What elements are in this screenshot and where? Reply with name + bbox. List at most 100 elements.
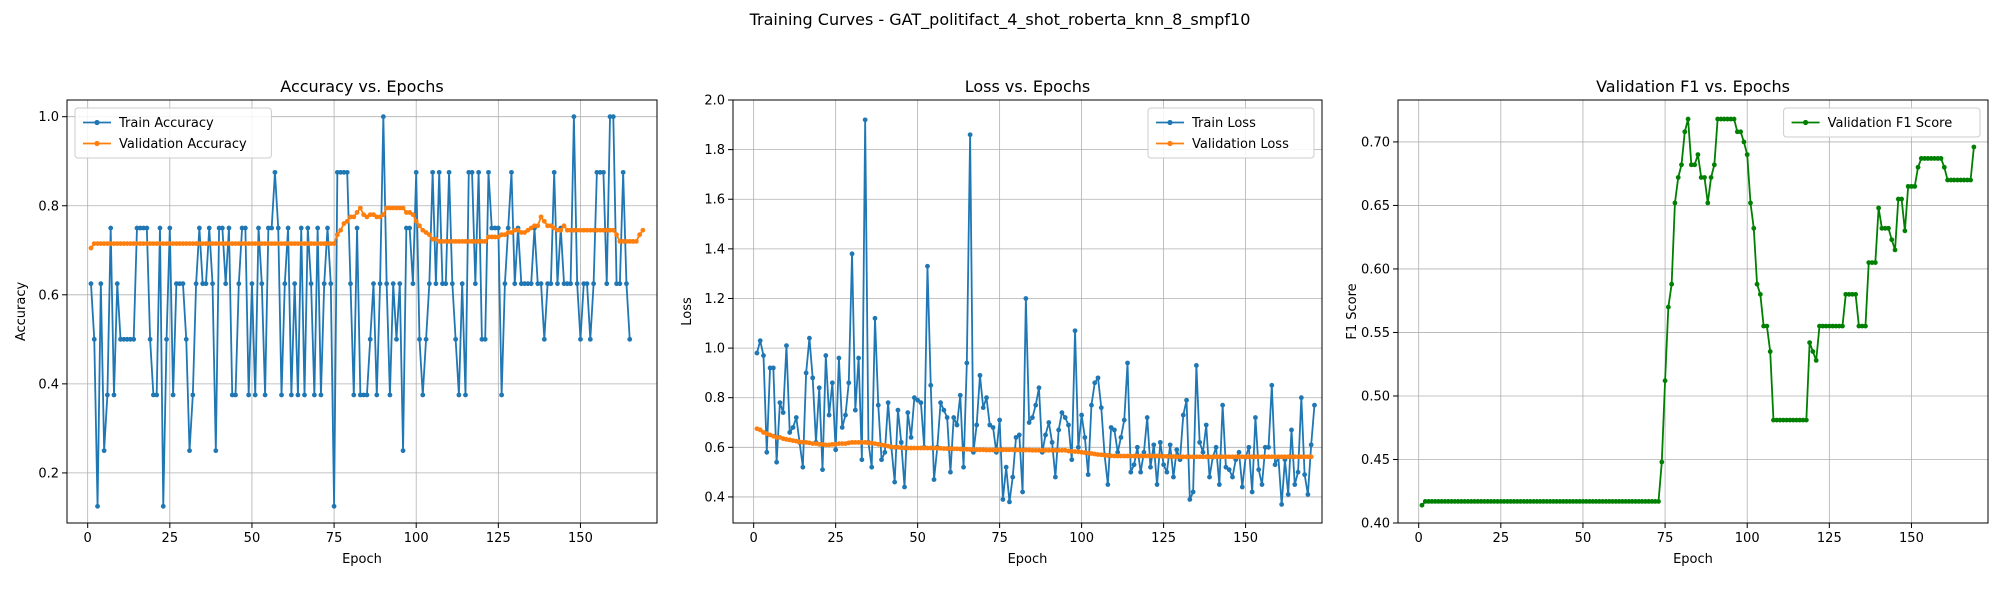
train-accuracy-point [453,336,459,342]
validation-loss-point [1023,447,1029,453]
train-loss-point [964,360,970,366]
validation-accuracy-point [226,241,232,247]
validation-accuracy-point [466,238,472,244]
train-accuracy-point [518,281,524,287]
accuracy-y-tick-label: 0.6 [38,288,59,303]
accuracy-x-tick-label: 100 [404,531,429,546]
loss-chart-title: Loss vs. Epochs [965,77,1090,96]
validation-accuracy-point [252,241,258,247]
train-accuracy-point [371,281,376,287]
train-accuracy-point [555,281,560,287]
validation-accuracy-point [193,241,199,247]
loss-x-axis-label: Epoch [1008,552,1048,567]
loss-y-tick-label: 1.6 [704,193,725,208]
train-accuracy-point [430,169,436,175]
loss-plot-area [733,100,1322,523]
validation-f1-score-point [1941,164,1947,170]
validation-f1-score-point [1639,499,1645,504]
validation-f1-score-point [1478,499,1484,504]
train-loss-point [941,407,947,413]
train-loss-point [1216,482,1222,487]
train-accuracy-point [252,392,258,398]
train-accuracy-point [344,169,350,175]
train-accuracy-point [98,281,104,287]
train-loss-point [1236,449,1242,455]
validation-f1-score-point [1817,323,1822,329]
validation-accuracy-point [367,212,373,218]
validation-accuracy-point [338,227,344,233]
validation-accuracy-point [604,227,610,233]
validation-f1-score-point [1784,417,1790,423]
train-accuracy-point [374,392,380,398]
validation-f1-score-point [1596,499,1602,504]
f1-legend: Validation F1 Score [1783,107,1981,138]
train-accuracy-point [101,448,107,454]
validation-accuracy-point [380,212,386,218]
train-loss-point [1020,489,1025,495]
validation-f1-score-point [1616,499,1622,504]
train-accuracy-point [597,169,603,175]
train-loss-point [1298,395,1304,401]
accuracy-y-tick-label: 1.0 [38,110,59,125]
validation-loss-point [1013,447,1019,453]
validation-loss-point [1138,453,1144,459]
validation-loss-point [810,441,816,447]
validation-accuracy-point [469,238,475,244]
validation-accuracy-point [463,238,468,244]
validation-accuracy-point [518,230,524,235]
train-loss-legend-marker [1167,119,1173,126]
validation-loss-point [1112,453,1117,459]
validation-accuracy-point [486,234,491,240]
train-accuracy-point [246,392,252,398]
train-loss-point [1203,422,1209,428]
train-loss-point [852,407,858,413]
validation-f1-score-legend-label: Validation F1 Score [1828,116,1953,131]
validation-f1-score-point [1961,177,1967,183]
train-loss-point [770,365,776,371]
train-accuracy-point [456,392,462,398]
validation-f1-score-point [1794,417,1799,423]
f1-chart-title: Validation F1 vs. Epochs [1596,77,1790,96]
validation-loss-point [1039,447,1045,453]
validation-accuracy-point [239,241,245,247]
validation-f1-score-point [1649,499,1655,504]
validation-accuracy-point [581,227,587,233]
validation-loss-point [1167,454,1173,459]
validation-accuracy-point [344,218,350,224]
train-accuracy-point [627,336,633,342]
validation-accuracy-point [584,227,590,233]
train-accuracy-point [88,281,94,287]
validation-accuracy-point [351,214,357,220]
train-accuracy-point [610,114,616,120]
validation-f1-score-point [1590,499,1596,504]
validation-accuracy-point [190,241,196,247]
validation-f1-score-point [1725,116,1730,122]
validation-f1-score-point [1688,162,1694,168]
train-accuracy-point [459,281,465,287]
train-loss-point [1171,474,1176,480]
train-loss-point [836,355,842,361]
validation-accuracy-point [594,227,600,233]
validation-f1-score-point [1577,499,1583,504]
train-loss-point [1279,501,1285,507]
validation-loss-point [1230,454,1235,460]
validation-accuracy-point [617,238,623,244]
validation-loss-point [1220,454,1226,460]
train-accuracy-point [298,225,304,231]
validation-f1-score-point [1564,499,1569,504]
validation-accuracy-point [223,241,229,247]
train-loss-point [1269,382,1275,388]
f1-x-axis-label: Epoch [1673,552,1713,567]
train-accuracy-point [574,281,580,287]
validation-f1-score-point [1899,196,1904,202]
validation-accuracy-point [459,238,465,244]
f1-x-tick-label: 150 [1899,531,1924,546]
validation-accuracy-point [564,227,570,233]
validation-accuracy-point [637,232,642,238]
validation-loss-point [816,441,822,447]
validation-f1-score-point [1600,499,1606,504]
train-loss-point [875,402,881,408]
validation-accuracy-point [348,214,353,220]
validation-accuracy-point [453,238,459,244]
validation-accuracy-point [417,223,422,229]
